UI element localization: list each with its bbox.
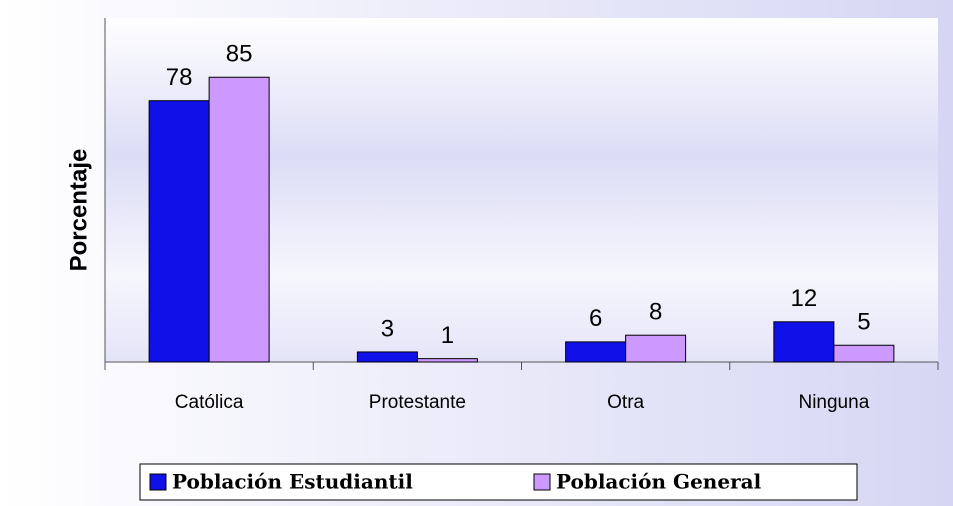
bar <box>416 358 478 363</box>
value-label: 85 <box>226 41 253 68</box>
x-tick-label: Ninguna <box>798 392 869 413</box>
x-tick-label: Otra <box>607 392 644 413</box>
value-label: 78 <box>166 64 193 91</box>
bar <box>208 76 270 363</box>
value-label: 3 <box>381 315 394 342</box>
bar <box>625 334 687 363</box>
bar <box>833 344 895 363</box>
value-label: 12 <box>791 285 818 312</box>
y-axis-title: Porcentaje <box>65 149 92 272</box>
legend-label: Población General <box>556 470 762 494</box>
value-label: 1 <box>441 322 454 349</box>
bar <box>773 321 835 363</box>
value-label: 6 <box>589 305 602 332</box>
value-label: 5 <box>857 309 870 336</box>
x-tick-label: Católica <box>175 392 244 413</box>
bar <box>148 100 210 363</box>
value-label: 8 <box>649 299 662 326</box>
legend-swatch <box>149 473 167 491</box>
legend-box <box>139 463 858 501</box>
bar <box>565 341 627 363</box>
legend-swatch <box>533 473 551 491</box>
bar <box>356 351 418 363</box>
legend-label: Población Estudiantil <box>172 470 413 494</box>
x-tick-label: Protestante <box>369 392 466 413</box>
